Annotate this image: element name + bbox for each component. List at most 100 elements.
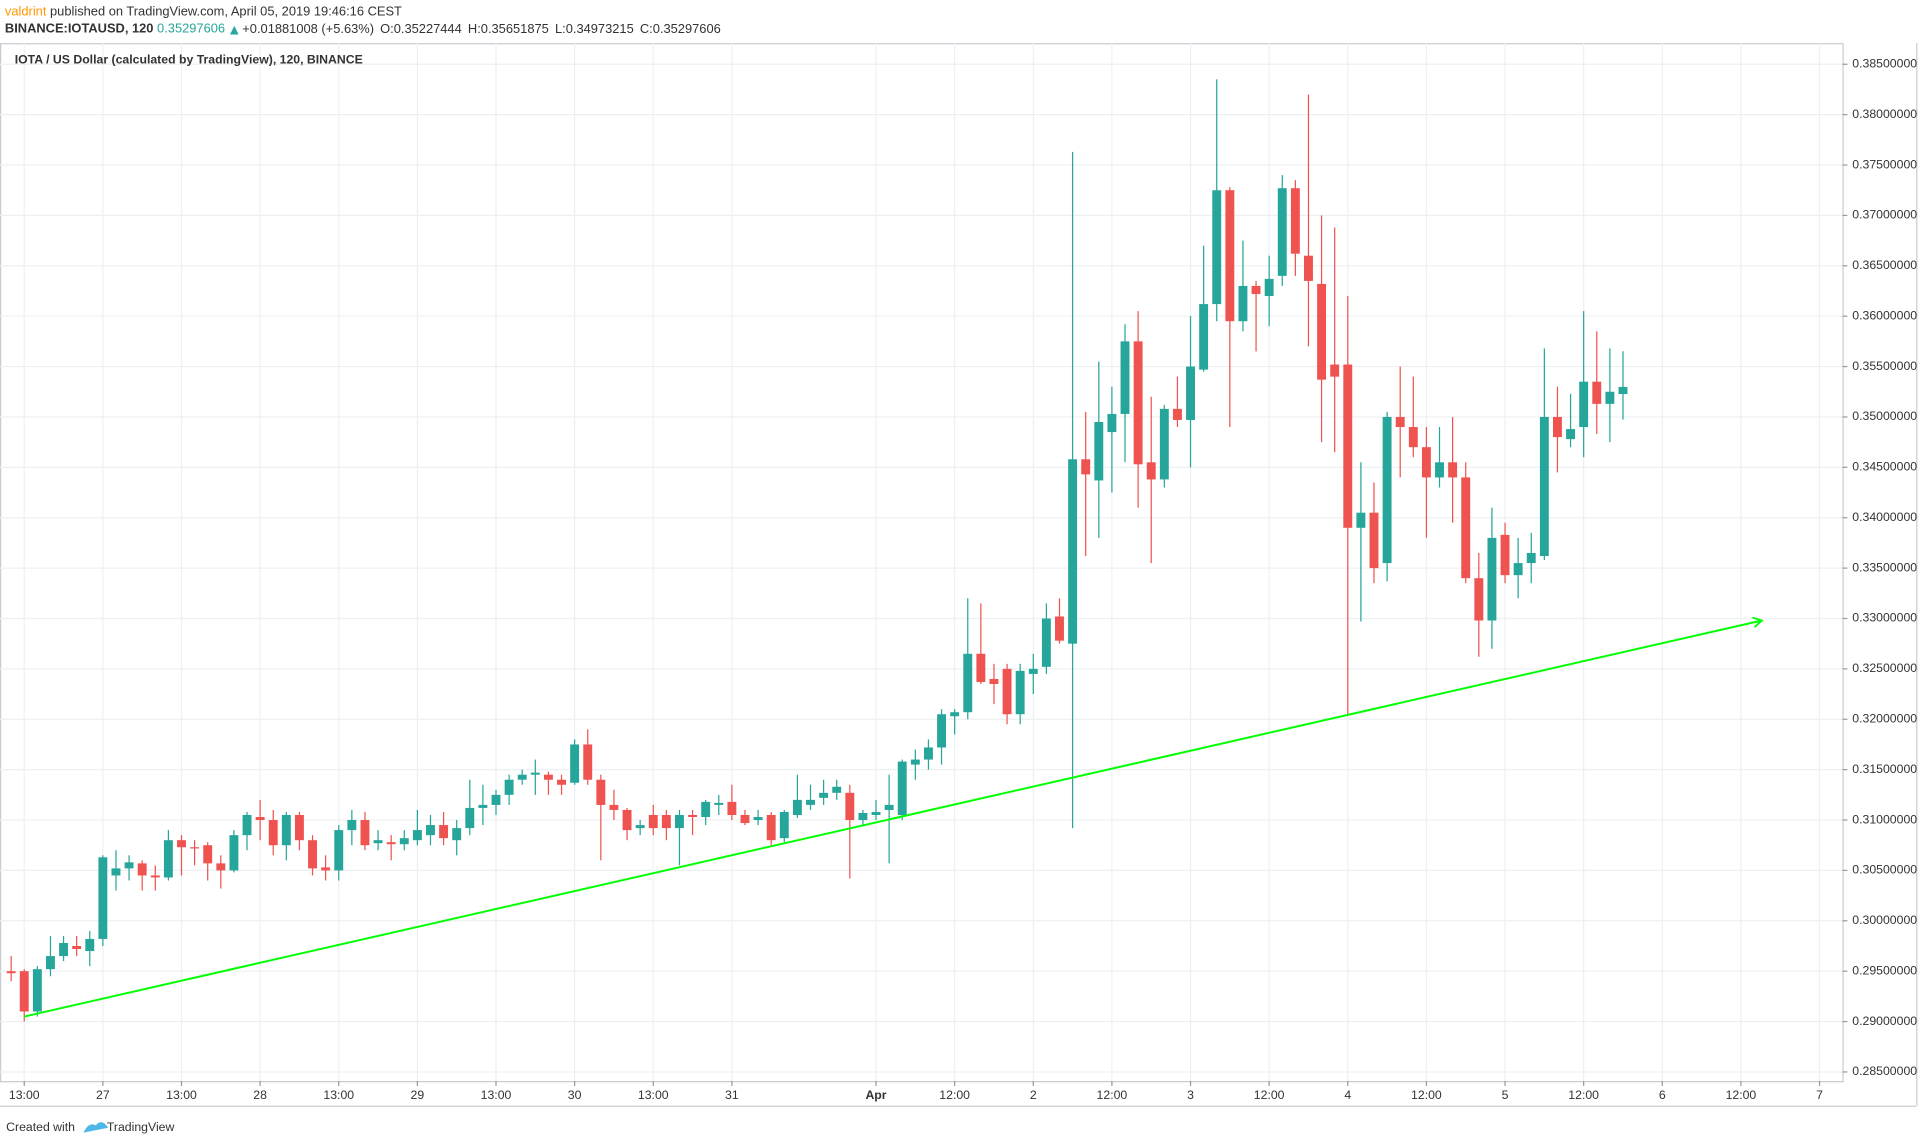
candle-body (832, 786, 842, 793)
candle-body (1133, 341, 1143, 465)
candle-body (1500, 534, 1510, 576)
candle-body (937, 714, 947, 748)
candle-body (1120, 341, 1130, 414)
candle-body (1199, 304, 1209, 370)
x-tick-label: 12:00 (1097, 1088, 1128, 1102)
candle-body (1212, 190, 1222, 305)
candle-body (963, 653, 973, 713)
candle-body (806, 799, 815, 805)
candle-body (845, 792, 855, 821)
candle-body (714, 802, 724, 805)
x-tick-label: 12:00 (1411, 1088, 1442, 1102)
ohlc-label: L: (555, 21, 566, 36)
candle-body (439, 825, 449, 839)
candle-body (819, 792, 829, 798)
candle-body (661, 814, 671, 829)
candle-body (6, 971, 16, 974)
candle-body (1461, 477, 1471, 579)
candle-body (1015, 670, 1025, 715)
x-tick-label: 27 (96, 1088, 110, 1102)
candle-body (701, 801, 711, 818)
candle-body (1435, 462, 1444, 478)
x-tick-label: 7 (1816, 1088, 1823, 1102)
candle-body (491, 794, 501, 805)
x-tick-label: 2 (1030, 1088, 1037, 1102)
grid (0, 43, 1843, 1082)
symbol-line: BINANCE:IOTAUSD, 120 0.35297606 (5, 21, 225, 36)
y-tick-label: 0.29500000 (1852, 963, 1917, 977)
candle-body (1369, 512, 1379, 569)
candle-body (583, 744, 593, 780)
candle-body (543, 774, 553, 780)
candle-body (635, 825, 645, 829)
x-tick-label: 12:00 (939, 1088, 970, 1102)
candle-body (1317, 283, 1327, 380)
candle-body (1068, 459, 1078, 644)
y-tick-label: 0.32500000 (1852, 661, 1917, 675)
y-tick-label: 0.30500000 (1852, 863, 1917, 877)
candle-body (517, 774, 527, 780)
candle-body (504, 779, 514, 795)
candle-body (1172, 408, 1182, 420)
candle-body (281, 814, 291, 846)
x-tick-label: 31 (725, 1088, 739, 1102)
candle-body (1448, 462, 1458, 478)
candle-body (1395, 416, 1405, 428)
y-tick-label: 0.36500000 (1852, 258, 1917, 272)
candle-body (609, 804, 619, 810)
tv-logo (83, 1122, 109, 1133)
candle-body (740, 814, 750, 824)
candle-body (1487, 537, 1497, 621)
candle-body (1513, 563, 1523, 576)
footer-brand: TradingView (107, 1120, 175, 1134)
x-tick-label: 13:00 (323, 1088, 354, 1102)
x-tick-label: 30 (568, 1088, 582, 1102)
y-tick-label: 0.34500000 (1852, 460, 1917, 474)
candle-body (1107, 413, 1117, 433)
x-tick-label: 6 (1659, 1088, 1666, 1102)
candle-body (85, 938, 95, 952)
symbol: BINANCE:IOTAUSD, 120 (5, 21, 154, 36)
candle-body (1618, 386, 1628, 395)
y-tick-label: 0.35000000 (1852, 409, 1917, 423)
candle-body (976, 653, 986, 682)
x-tick-label: Apr (865, 1088, 886, 1102)
candle-body (229, 835, 239, 871)
y-tick-label: 0.31500000 (1852, 762, 1917, 776)
candle-body (1264, 278, 1274, 297)
y-tick-label: 0.38500000 (1852, 57, 1917, 71)
ohlc-value: 0.35297606 (653, 21, 721, 36)
candle-body (98, 857, 108, 939)
candle-body (727, 801, 737, 815)
header-ohlc: +0.01881008 (+5.63%) O: 0.35227444 H: 0.3565… (229, 21, 721, 36)
candle-body (1055, 616, 1064, 641)
candle-body (203, 845, 213, 864)
published: published on TradingView.com, April 05, … (50, 4, 402, 19)
up-arrow (229, 25, 239, 35)
candle-body (1146, 462, 1156, 480)
candle-body (648, 814, 658, 829)
candle-body (1343, 364, 1353, 528)
candle-body (334, 830, 344, 871)
candle-body (163, 840, 173, 878)
candle-body (111, 868, 121, 876)
x-tick-label: 13:00 (166, 1088, 197, 1102)
y-tick-label: 0.33500000 (1852, 560, 1917, 574)
trendline (24, 616, 1764, 1018)
candle-body (950, 712, 960, 717)
footer-created: Created with (6, 1120, 75, 1134)
candle-body (557, 779, 566, 785)
y-tick-label: 0.28500000 (1852, 1064, 1917, 1078)
candle-body (216, 863, 226, 871)
candle-body (242, 814, 252, 836)
candle-body (1041, 618, 1051, 667)
x-tick-label: 28 (253, 1088, 267, 1102)
candle-body (1526, 552, 1536, 564)
candle-body (308, 840, 317, 869)
ohlc-value: 0.35651875 (481, 21, 549, 36)
candle-body (452, 828, 462, 841)
candle-body (766, 814, 776, 841)
candle-body (1474, 578, 1484, 621)
ohlc-value: 0.34973215 (566, 21, 634, 36)
